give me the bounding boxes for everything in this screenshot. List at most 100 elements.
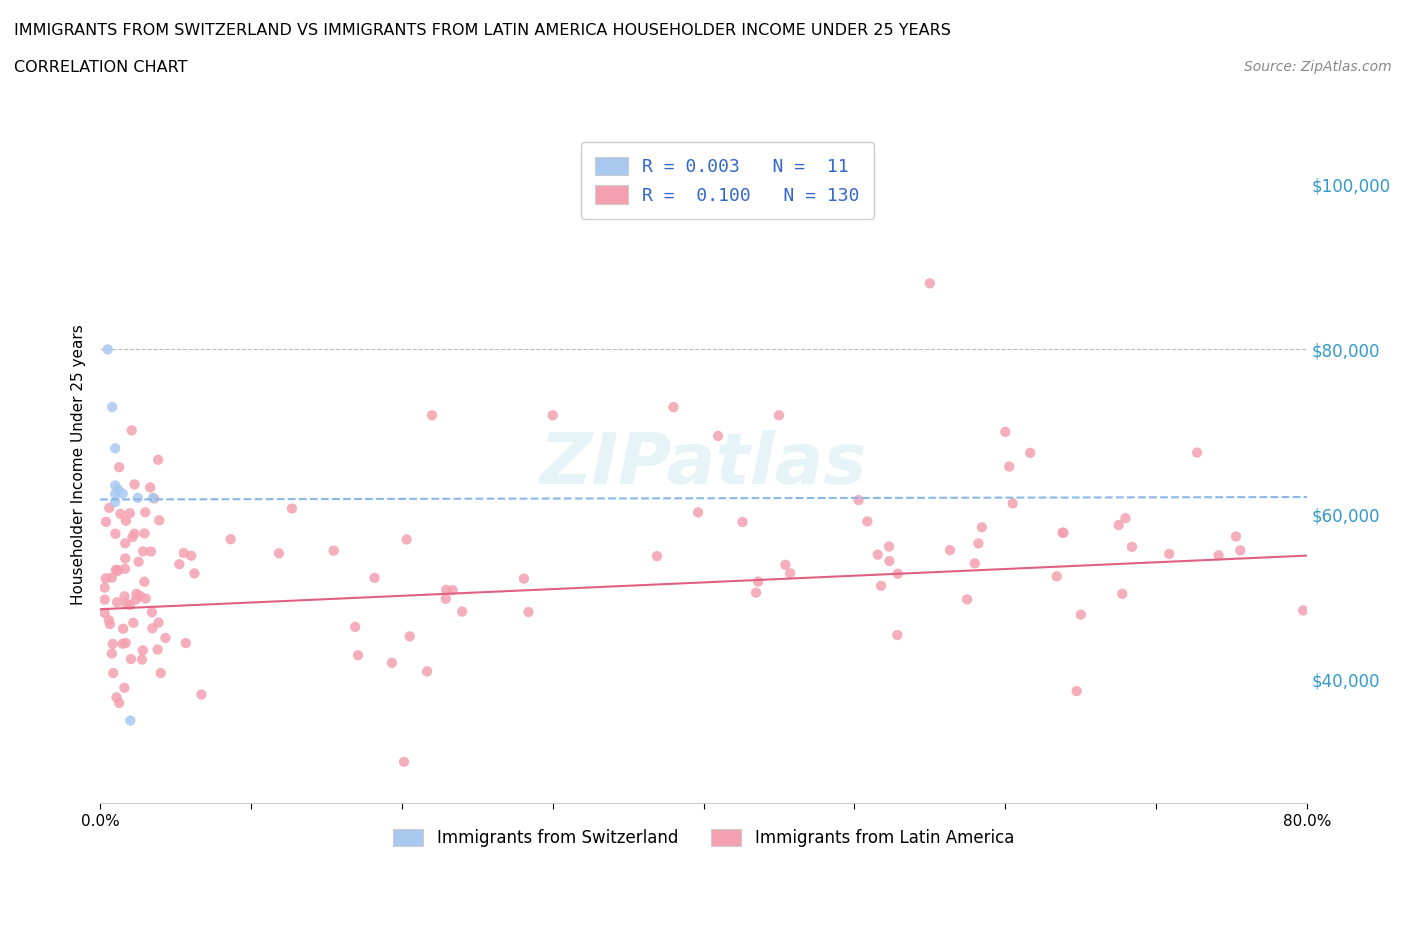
Point xyxy=(870,578,893,593)
Point xyxy=(101,400,124,415)
Point xyxy=(97,342,120,357)
Point xyxy=(114,589,136,604)
Point xyxy=(97,613,120,628)
Point xyxy=(111,636,134,651)
Point xyxy=(121,423,143,438)
Point xyxy=(1001,496,1024,511)
Point xyxy=(125,592,148,607)
Point xyxy=(1159,547,1181,562)
Point xyxy=(1052,525,1074,540)
Text: IMMIGRANTS FROM SWITZERLAND VS IMMIGRANTS FROM LATIN AMERICA HOUSEHOLDER INCOME : IMMIGRANTS FROM SWITZERLAND VS IMMIGRANT… xyxy=(14,23,950,38)
Point xyxy=(104,563,127,578)
Point xyxy=(134,575,156,590)
Point xyxy=(114,635,136,650)
Point xyxy=(142,490,165,505)
Point xyxy=(105,690,128,705)
Text: Source: ZipAtlas.com: Source: ZipAtlas.com xyxy=(1244,60,1392,74)
Point xyxy=(115,513,138,528)
Point xyxy=(434,591,457,606)
Point xyxy=(112,621,135,636)
Point xyxy=(105,595,128,610)
Point xyxy=(1185,445,1208,460)
Point xyxy=(173,546,195,561)
Point xyxy=(398,629,420,644)
Point xyxy=(128,554,150,569)
Point xyxy=(98,617,121,631)
Point xyxy=(416,664,439,679)
Point xyxy=(887,566,910,581)
Point xyxy=(970,520,993,535)
Point xyxy=(363,570,385,585)
Point xyxy=(420,408,443,423)
Point xyxy=(1225,529,1247,544)
Point xyxy=(180,549,202,564)
Point xyxy=(183,566,205,581)
Text: ZIPatlas: ZIPatlas xyxy=(540,431,868,499)
Point xyxy=(111,486,134,501)
Point xyxy=(101,646,124,661)
Point xyxy=(112,681,135,696)
Point xyxy=(143,491,166,506)
Point xyxy=(98,500,121,515)
Point xyxy=(1070,607,1092,622)
Point xyxy=(169,557,191,572)
Point xyxy=(768,408,790,423)
Point xyxy=(1121,539,1143,554)
Point xyxy=(115,596,138,611)
Point xyxy=(856,514,879,529)
Point xyxy=(107,563,129,578)
Point xyxy=(104,526,127,541)
Point xyxy=(322,543,344,558)
Point xyxy=(104,495,127,510)
Point xyxy=(281,501,304,516)
Point xyxy=(120,713,142,728)
Point xyxy=(886,628,908,643)
Point xyxy=(101,636,124,651)
Point xyxy=(122,616,145,631)
Point xyxy=(135,591,157,606)
Point xyxy=(94,571,117,586)
Point xyxy=(686,505,709,520)
Point xyxy=(344,619,367,634)
Point xyxy=(956,592,979,607)
Point xyxy=(155,631,177,645)
Text: CORRELATION CHART: CORRELATION CHART xyxy=(14,60,187,75)
Point xyxy=(108,696,131,711)
Point xyxy=(1111,586,1133,601)
Point xyxy=(114,551,136,565)
Point xyxy=(219,532,242,547)
Point xyxy=(107,564,129,578)
Point xyxy=(395,532,418,547)
Point xyxy=(731,514,754,529)
Point xyxy=(848,493,870,508)
Point xyxy=(132,643,155,658)
Point xyxy=(104,486,127,501)
Point xyxy=(1229,543,1251,558)
Point xyxy=(779,565,801,580)
Point xyxy=(101,666,124,681)
Point xyxy=(93,580,115,595)
Point xyxy=(434,582,457,597)
Point xyxy=(114,562,136,577)
Point xyxy=(131,652,153,667)
Point xyxy=(513,571,536,586)
Point xyxy=(963,556,986,571)
Point xyxy=(451,604,474,619)
Point xyxy=(939,543,962,558)
Point xyxy=(441,583,464,598)
Point xyxy=(967,536,990,551)
Point xyxy=(1114,511,1136,525)
Point xyxy=(149,666,172,681)
Point xyxy=(120,652,142,667)
Point xyxy=(392,754,415,769)
Point xyxy=(745,585,768,600)
Point xyxy=(107,482,129,497)
Point xyxy=(100,570,122,585)
Point xyxy=(118,506,141,521)
Point xyxy=(1292,603,1315,618)
Point xyxy=(645,549,668,564)
Point xyxy=(132,544,155,559)
Point xyxy=(1019,445,1042,460)
Point xyxy=(541,408,564,423)
Point xyxy=(104,441,127,456)
